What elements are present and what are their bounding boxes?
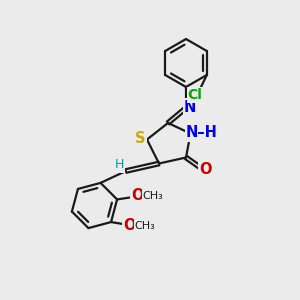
Text: CH₃: CH₃ [142, 191, 163, 201]
Text: O: O [131, 188, 143, 203]
Text: CH₃: CH₃ [135, 220, 156, 231]
Text: Cl: Cl [188, 88, 202, 102]
Text: H: H [115, 158, 124, 172]
Text: N: N [184, 100, 197, 115]
Text: S: S [135, 131, 146, 146]
Text: N–H: N–H [186, 125, 218, 140]
Text: O: O [199, 162, 211, 177]
Text: O: O [123, 218, 136, 233]
